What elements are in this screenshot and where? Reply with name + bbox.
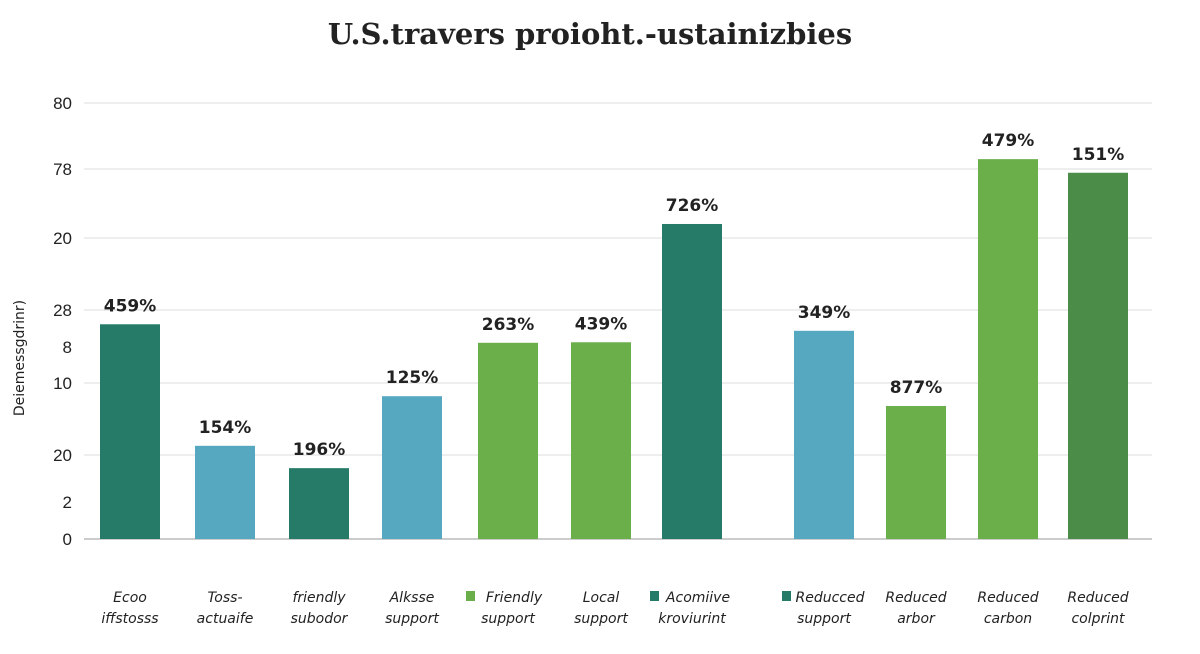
x-tick-label: subodor: [291, 611, 349, 627]
data-label: 439%: [575, 314, 628, 334]
y-tick-label: 28: [53, 301, 72, 320]
x-tick-label: friendly: [292, 590, 346, 606]
x-tick-label: kroviurint: [658, 611, 726, 627]
legend-marker: [466, 591, 475, 601]
x-tick-label: carbon: [984, 611, 1032, 627]
data-label: 349%: [798, 303, 851, 323]
bar: [886, 406, 946, 539]
legend-marker: [782, 591, 791, 601]
x-tick-label: support: [797, 611, 851, 627]
data-label: 263%: [482, 315, 535, 335]
y-tick-label: 0: [63, 530, 72, 549]
bar: [382, 396, 442, 539]
x-tick-label: Reduced: [885, 590, 946, 606]
x-tick-label: Reduced: [977, 590, 1038, 606]
y-tick-label: 20: [53, 229, 72, 248]
bar: [571, 342, 631, 539]
data-label: 151%: [1072, 145, 1125, 165]
x-tick-label: support: [385, 611, 439, 627]
bar: [100, 324, 160, 539]
bar: [978, 159, 1038, 539]
x-tick-label: Ecoo: [113, 590, 147, 606]
bar: [794, 330, 854, 539]
data-label: 877%: [890, 378, 943, 398]
x-tick-label: Toss-: [207, 590, 242, 606]
bar: [478, 342, 538, 539]
data-label: 154%: [199, 418, 252, 438]
y-tick-label: 8: [63, 338, 72, 357]
x-tick-label: Acomiive: [665, 590, 730, 606]
x-tick-label: Reduced: [1067, 590, 1128, 606]
data-label: 196%: [293, 440, 346, 460]
x-tick-label: Alksse: [389, 590, 435, 606]
y-tick-label: 78: [53, 160, 72, 179]
bar: [195, 445, 255, 539]
x-tick-label: support: [481, 611, 535, 627]
x-tick-label: colprint: [1071, 611, 1125, 627]
bar: [662, 223, 722, 540]
data-label: 125%: [386, 368, 439, 388]
y-tick-label: 10: [53, 374, 72, 393]
legend-marker: [650, 591, 659, 601]
data-label: 726%: [666, 196, 719, 216]
y-tick-label: 2: [63, 493, 72, 512]
x-tick-label: actuaife: [197, 611, 254, 627]
y-tick-label: 80: [53, 94, 72, 113]
bar: [289, 468, 349, 539]
x-tick-label: iffstosss: [101, 611, 158, 627]
x-tick-label: arbor: [897, 611, 936, 627]
y-axis-label: Deiemessgdrinr): [12, 300, 28, 416]
x-tick-label: support: [574, 611, 628, 627]
data-label: 479%: [982, 131, 1035, 151]
bar: [1068, 172, 1128, 539]
x-tick-label: Reducced: [796, 590, 865, 606]
x-tick-label: Friendly: [486, 590, 543, 606]
y-tick-label: 20: [53, 446, 72, 465]
x-tick-label: Local: [583, 590, 620, 606]
chart-title: U.S.travers proioht.-ustainizbies: [328, 17, 852, 51]
data-label: 459%: [104, 296, 157, 316]
